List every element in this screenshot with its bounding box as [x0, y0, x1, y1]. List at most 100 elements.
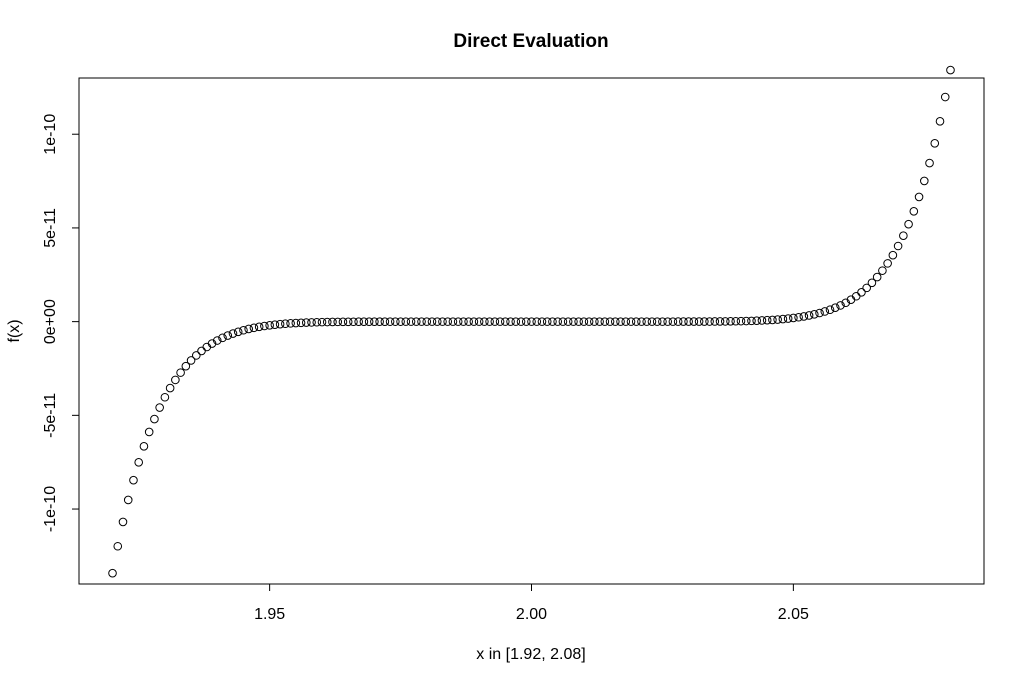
y-axis-label: f(x) [6, 319, 23, 342]
data-point [799, 312, 809, 321]
data-point [186, 356, 196, 365]
data-point [631, 317, 641, 326]
data-point [354, 317, 363, 327]
data-point [165, 383, 175, 393]
data-point [757, 316, 767, 325]
data-point [427, 317, 437, 326]
data-point [302, 318, 311, 327]
data-point [815, 308, 824, 318]
data-point [202, 342, 212, 352]
data-point [181, 361, 191, 371]
data-point [914, 192, 924, 202]
data-point [904, 219, 913, 229]
data-point [417, 317, 426, 326]
data-point [558, 317, 568, 326]
data-point [338, 317, 348, 327]
data-point [506, 317, 515, 326]
data-point [579, 317, 589, 326]
data-point [878, 266, 887, 275]
data-point [867, 278, 877, 288]
data-point [925, 158, 934, 168]
data-point [391, 317, 400, 326]
data-point [485, 317, 494, 326]
data-point [312, 317, 322, 327]
data-point [364, 317, 374, 326]
y-tick-label: 5e-11 [42, 208, 59, 248]
data-point [218, 333, 227, 343]
data-point [930, 139, 940, 148]
data-point [176, 368, 185, 377]
data-point [480, 317, 489, 326]
data-point [453, 317, 463, 326]
data-point [275, 319, 285, 329]
data-point [862, 283, 871, 293]
data-point [254, 322, 264, 332]
data-point [909, 207, 919, 216]
data-point [553, 317, 562, 326]
data-point [752, 316, 762, 325]
data-point [783, 314, 793, 323]
data-point [574, 317, 583, 326]
data-point [422, 317, 432, 326]
data-point [432, 317, 442, 326]
data-point [563, 317, 573, 326]
data-point [443, 317, 453, 326]
data-point [197, 346, 206, 356]
data-point [542, 317, 552, 326]
data-point [736, 316, 746, 326]
data-point [679, 317, 688, 326]
data-point [851, 291, 861, 301]
data-point [810, 310, 819, 319]
data-point [820, 307, 830, 316]
y-tick-label: -5e-11 [42, 393, 59, 438]
data-point [490, 317, 500, 326]
data-point [684, 317, 693, 326]
data-point [768, 315, 777, 325]
data-point [118, 517, 128, 527]
data-point [322, 317, 332, 327]
data-point [108, 568, 117, 578]
data-point [700, 317, 709, 326]
data-point [720, 317, 730, 326]
data-point [144, 427, 154, 437]
data-point [940, 92, 950, 102]
x-tick-label: 1.95 [254, 606, 285, 623]
data-point [710, 317, 720, 326]
data-point [532, 317, 542, 326]
data-point [359, 317, 369, 327]
data-point [778, 314, 788, 324]
data-point [647, 317, 657, 326]
data-point [642, 317, 652, 326]
data-point [668, 317, 678, 326]
data-point [830, 303, 840, 313]
y-axis: -1e-10 -5e-11 0e+00 5e-11 1e-10 [42, 114, 80, 532]
data-point [160, 392, 170, 402]
data-point [260, 321, 269, 331]
data-point [605, 317, 615, 326]
data-point [537, 317, 547, 326]
data-point [233, 327, 243, 337]
data-point [385, 317, 395, 326]
data-point [569, 317, 578, 326]
data-point [286, 319, 295, 328]
data-point [370, 317, 379, 326]
data-point [595, 317, 604, 326]
data-point [265, 320, 274, 330]
data-point [380, 317, 390, 326]
data-point [113, 541, 123, 551]
data-point [123, 495, 133, 505]
data-point [375, 317, 384, 326]
data-point [652, 317, 662, 326]
data-point [935, 117, 945, 126]
data-point [836, 301, 845, 310]
data-point [857, 288, 866, 297]
data-point [731, 316, 741, 326]
data-point [694, 317, 704, 326]
data-point [715, 317, 725, 326]
x-axis: 1.95 2.00 2.05 [254, 583, 809, 623]
data-point [406, 317, 416, 326]
data-point [521, 317, 531, 326]
data-point [516, 317, 526, 326]
data-point [611, 317, 620, 326]
